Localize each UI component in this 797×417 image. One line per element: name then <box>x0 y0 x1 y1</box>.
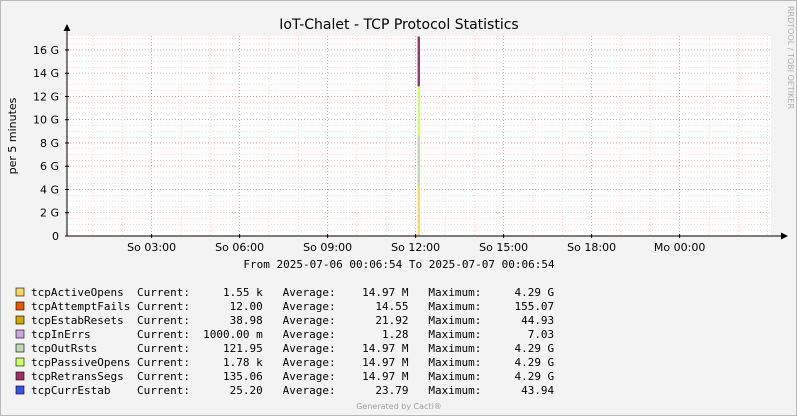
legend-swatch <box>15 287 25 297</box>
legend-swatch <box>15 301 25 311</box>
x-tick-label: So 12:00 <box>391 241 440 254</box>
legend-entry: tcpCurrEstab Current: 25.20 Average: 23.… <box>31 384 555 397</box>
x-tick-label: So 09:00 <box>303 241 352 254</box>
legend-swatch <box>15 371 25 381</box>
y-tick-label: 6 G <box>40 160 59 173</box>
chart-title: IoT-Chalet - TCP Protocol Statistics <box>279 17 518 33</box>
legend-entry: tcpInErrs Current: 1000.00 m Average: 1.… <box>31 328 554 341</box>
legend-swatch <box>15 315 25 325</box>
legend-entry: tcpActiveOpens Current: 1.55 k Average: … <box>31 286 554 299</box>
legend: tcpActiveOpens Current: 1.55 k Average: … <box>15 286 555 397</box>
y-tick-label: 16 G <box>33 44 59 57</box>
legend-swatch <box>15 343 25 353</box>
legend-entry: tcpPassiveOpens Current: 1.78 k Average:… <box>31 356 554 369</box>
spike-segment-tcpOutRsts <box>417 136 420 187</box>
legend-entry: tcpOutRsts Current: 121.95 Average: 14.9… <box>31 342 554 355</box>
legend-entry: tcpEstabResets Current: 38.98 Average: 2… <box>31 314 554 327</box>
plot-area: So 03:00 So 06:00 So 09:00 So 12:00 So 15:00… <box>33 24 788 254</box>
x-tick-label: So 15:00 <box>479 241 528 254</box>
legend-swatch <box>15 329 25 339</box>
legend-swatch <box>15 385 25 395</box>
y-axis-arrow <box>63 24 71 31</box>
y-tick-label: 10 G <box>33 114 59 127</box>
y-axis-label: per 5 minutes <box>6 97 19 174</box>
legend-entry: tcpRetransSegs Current: 135.06 Average: … <box>31 370 554 383</box>
x-axis-arrow <box>781 232 788 240</box>
x-tick-label: So 06:00 <box>215 241 264 254</box>
y-tick-label: 4 G <box>40 183 59 196</box>
y-tick-label: 12 G <box>33 90 59 103</box>
y-tick-label: 0 <box>52 230 59 243</box>
legend-swatch <box>15 357 25 367</box>
time-range-text: From 2025-07-06 00:06:54 To 2025-07-07 0… <box>243 258 555 271</box>
x-tick-label: So 18:00 <box>567 241 616 254</box>
y-tick-label: 14 G <box>33 67 59 80</box>
x-tick-label: Mo 00:00 <box>654 241 705 254</box>
y-tick-label: 2 G <box>40 207 59 220</box>
generated-by-footer: Generated by Cacti® <box>356 402 442 411</box>
x-tick-label: So 03:00 <box>127 241 176 254</box>
spike-segment-tcpActiveOpens <box>417 186 420 236</box>
spike-segment-tcpPassiveOpens <box>417 86 420 137</box>
y-tick-label: 8 G <box>40 137 59 150</box>
legend-entry: tcpAttemptFails Current: 12.00 Average: … <box>31 300 554 313</box>
spike-segment-tcpRetransSegs <box>417 36 420 87</box>
rrdtool-watermark: RRDTOOL / TOBI OETIKER <box>786 6 795 109</box>
